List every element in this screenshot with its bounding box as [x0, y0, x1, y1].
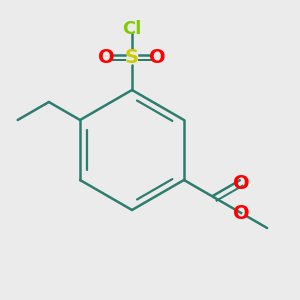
Text: O: O: [149, 47, 166, 67]
Text: O: O: [233, 173, 249, 193]
Text: O: O: [233, 203, 249, 223]
Text: S: S: [125, 47, 139, 67]
Text: Cl: Cl: [122, 20, 142, 38]
Text: O: O: [98, 47, 115, 67]
